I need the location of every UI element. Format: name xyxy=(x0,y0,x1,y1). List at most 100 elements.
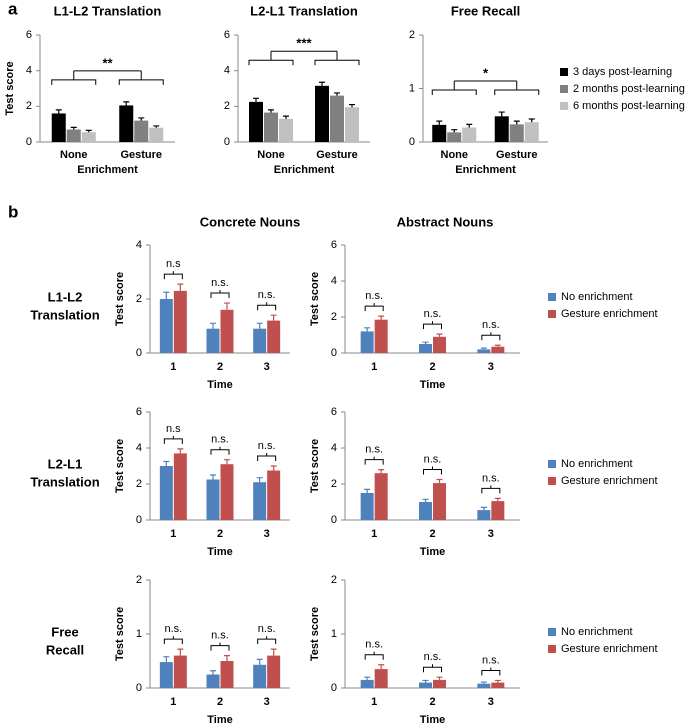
x-axis-label: Time xyxy=(420,714,445,726)
error-bar xyxy=(268,109,274,113)
bar xyxy=(491,346,505,353)
error-bar xyxy=(138,117,145,121)
x-tick-label: 3 xyxy=(264,696,270,708)
error-bar xyxy=(224,302,230,310)
y-tick-label: 2 xyxy=(136,574,142,586)
x-tick-label: 1 xyxy=(371,361,377,373)
bar xyxy=(477,510,491,520)
bar xyxy=(524,122,539,142)
error-bar xyxy=(163,291,170,299)
x-tick-label: 2 xyxy=(429,528,435,540)
bar xyxy=(173,453,187,520)
bar xyxy=(220,464,234,520)
y-axis-label: Test score xyxy=(309,439,321,493)
x-tick-label: 3 xyxy=(488,528,494,540)
bar xyxy=(51,113,66,142)
bar xyxy=(491,501,505,520)
bar xyxy=(249,101,263,142)
bracket xyxy=(210,446,230,455)
bracket xyxy=(364,456,384,465)
bar xyxy=(253,664,267,688)
bar xyxy=(206,328,220,353)
bar xyxy=(462,127,477,142)
bar xyxy=(206,674,220,688)
y-axis-label: Test score xyxy=(114,272,126,326)
y-tick-label: 0 xyxy=(224,136,230,148)
legend-label: No enrichment xyxy=(561,458,633,470)
legend-swatch xyxy=(548,477,556,485)
bracket xyxy=(257,453,277,461)
annotation: n.s. xyxy=(211,277,229,289)
error-bar xyxy=(364,488,371,493)
y-tick-label: 0 xyxy=(331,682,337,694)
error-bar xyxy=(283,115,289,119)
x-axis-label: Enrichment xyxy=(77,164,138,176)
legend-swatch xyxy=(548,293,556,301)
panel-label: a xyxy=(8,0,18,18)
bar xyxy=(279,118,293,142)
y-tick-label: 2 xyxy=(331,311,337,323)
bar xyxy=(494,116,509,142)
error-bar xyxy=(378,315,385,320)
legend-label: 2 months post-learning xyxy=(573,83,685,95)
y-tick-label: 2 xyxy=(26,100,32,112)
error-bar xyxy=(422,341,429,344)
y-tick-label: 6 xyxy=(26,29,32,41)
column-title: Concrete Nouns xyxy=(200,214,300,229)
error-bar xyxy=(177,448,184,454)
y-tick-label: 4 xyxy=(331,442,337,454)
x-tick-label: 3 xyxy=(264,528,270,540)
error-bar xyxy=(210,474,216,480)
error-bar xyxy=(153,125,160,128)
error-bar xyxy=(55,109,62,114)
y-tick-label: 6 xyxy=(331,239,337,251)
bracket xyxy=(163,636,183,645)
bar xyxy=(433,679,446,688)
row-label: L1-L2 xyxy=(48,289,83,304)
error-bar xyxy=(163,656,170,663)
bar xyxy=(419,682,432,688)
error-bar xyxy=(364,676,371,680)
error-bar xyxy=(436,333,443,337)
row-label: Translation xyxy=(30,474,99,489)
x-tick-label: 1 xyxy=(371,696,377,708)
error-bar xyxy=(451,129,458,133)
y-tick-label: 4 xyxy=(136,442,142,454)
bracket xyxy=(257,636,277,645)
x-axis-label: Time xyxy=(420,379,445,391)
y-tick-label: 0 xyxy=(136,682,142,694)
bar xyxy=(491,682,505,688)
bar xyxy=(119,105,134,142)
error-bar xyxy=(480,347,487,350)
bar xyxy=(267,320,281,353)
x-tick-label: 1 xyxy=(371,528,377,540)
bar xyxy=(173,290,187,353)
annotation: n.s. xyxy=(365,444,383,456)
error-bar xyxy=(270,314,277,321)
y-tick-label: 2 xyxy=(409,29,415,41)
bar xyxy=(267,470,281,520)
bar xyxy=(134,120,149,142)
y-tick-label: 4 xyxy=(26,65,32,77)
x-tick-label: 2 xyxy=(429,696,435,708)
y-axis-label: Test score xyxy=(309,607,321,661)
error-bar xyxy=(349,103,355,108)
legend-swatch xyxy=(548,628,556,636)
bracket xyxy=(163,271,183,280)
y-axis-label: Test score xyxy=(309,272,321,326)
bar xyxy=(477,683,491,688)
error-bar xyxy=(177,283,184,291)
y-tick-label: 1 xyxy=(331,628,337,640)
bar xyxy=(374,319,388,353)
bracket xyxy=(257,302,277,311)
y-tick-label: 0 xyxy=(331,514,337,526)
bar xyxy=(360,679,374,688)
x-tick-label: 1 xyxy=(170,696,176,708)
x-tick-label: 3 xyxy=(264,361,270,373)
error-bar xyxy=(494,497,501,502)
x-axis-label: Time xyxy=(207,546,232,558)
x-tick-label: None xyxy=(60,149,88,161)
y-tick-label: 2 xyxy=(331,478,337,490)
x-axis-label: Enrichment xyxy=(455,164,516,176)
error-bar xyxy=(513,120,520,125)
